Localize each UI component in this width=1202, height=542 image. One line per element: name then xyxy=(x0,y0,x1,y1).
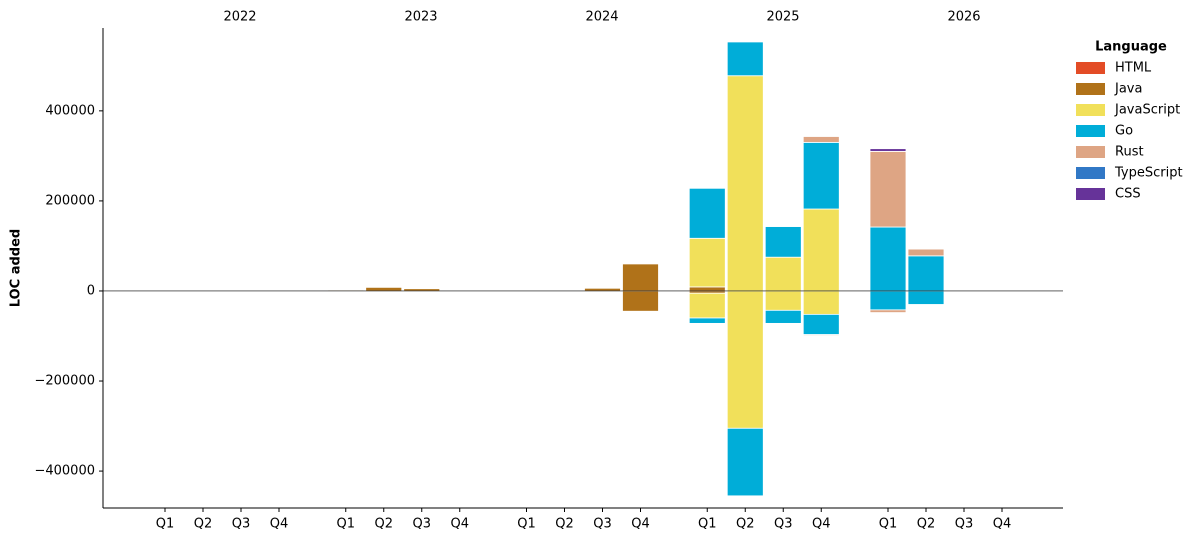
x-tick-label: Q3 xyxy=(412,517,431,532)
bar-segment-removed xyxy=(869,309,907,313)
x-tick-label: Q3 xyxy=(774,517,793,532)
bar-segment xyxy=(907,248,945,257)
y-tick-label: −200000 xyxy=(34,374,95,389)
y-tick-label: 0 xyxy=(87,283,95,298)
bar-segment xyxy=(802,208,840,292)
x-tick-label: Q2 xyxy=(194,517,213,532)
x-tick-label: Q3 xyxy=(232,517,251,532)
bar-segment xyxy=(764,256,802,292)
bar-segment-removed xyxy=(802,290,840,315)
bar-segment xyxy=(365,286,403,292)
legend-label: CSS xyxy=(1115,187,1141,202)
bar-segment xyxy=(907,255,945,292)
legend-swatch xyxy=(1076,146,1105,158)
x-tick-label: Q1 xyxy=(879,517,898,532)
x-tick-label: Q1 xyxy=(156,517,175,532)
bar-segment-removed xyxy=(688,292,726,319)
legend-swatch xyxy=(1076,167,1105,179)
group-label: 2026 xyxy=(947,10,980,25)
y-axis-label: LOC added xyxy=(9,229,24,307)
legend-swatch xyxy=(1076,188,1105,200)
x-tick-label: Q1 xyxy=(336,517,355,532)
legend-label: Java xyxy=(1114,82,1142,97)
x-tick-label: Q2 xyxy=(917,517,936,532)
y-tick-label: −400000 xyxy=(34,464,95,479)
x-tick-label: Q4 xyxy=(812,517,831,532)
x-tick-label: Q1 xyxy=(517,517,536,532)
x-tick-label: Q2 xyxy=(374,517,393,532)
bar-segment xyxy=(869,148,907,152)
x-tick-label: Q4 xyxy=(993,517,1012,532)
x-tick-label: Q4 xyxy=(270,517,289,532)
group-label: 2024 xyxy=(585,10,618,25)
bar-segment xyxy=(802,141,840,210)
x-tick-label: Q1 xyxy=(698,517,717,532)
bar-segment xyxy=(726,75,764,292)
x-tick-label: Q2 xyxy=(736,517,755,532)
legend-label: Rust xyxy=(1115,145,1144,160)
group-label: 2022 xyxy=(223,10,256,25)
group-label: 2025 xyxy=(766,10,799,25)
legend-swatch xyxy=(1076,62,1105,74)
legend-label: TypeScript xyxy=(1114,166,1183,181)
bar-segment xyxy=(764,226,802,258)
y-tick-label: 200000 xyxy=(45,193,95,208)
legend-label: HTML xyxy=(1115,61,1152,76)
bar-segment-removed xyxy=(764,290,802,311)
bar-segment-removed xyxy=(764,309,802,324)
bar-segment-removed xyxy=(622,290,659,312)
bar-segment xyxy=(688,237,726,288)
bar-segment-removed xyxy=(802,313,840,336)
legend-label: Go xyxy=(1115,124,1133,139)
x-tick-label: Q3 xyxy=(955,517,974,532)
x-tick-label: Q3 xyxy=(593,517,612,532)
bar-segment xyxy=(726,41,764,77)
legend-swatch xyxy=(1076,83,1105,95)
bar-segment xyxy=(802,136,840,143)
bar-segment xyxy=(869,226,907,292)
legend-swatch xyxy=(1076,104,1105,116)
x-tick-label: Q2 xyxy=(555,517,574,532)
bar-segment-removed xyxy=(907,290,945,305)
y-tick-label: 400000 xyxy=(45,103,95,118)
bar-segment-removed xyxy=(726,290,764,429)
bar-segment-removed xyxy=(726,427,764,497)
legend-title: Language xyxy=(1095,40,1167,55)
x-tick-label: Q4 xyxy=(631,517,650,532)
bar-segment-removed xyxy=(688,317,726,324)
bar-segment-removed xyxy=(802,334,840,336)
bar-segment xyxy=(622,263,659,292)
bar-segment xyxy=(688,187,726,239)
bar-segment xyxy=(688,286,726,292)
x-tick-label: Q4 xyxy=(450,517,469,532)
bar-segment xyxy=(403,288,441,292)
bar-segment xyxy=(869,150,907,228)
legend-label: JavaScript xyxy=(1114,103,1180,118)
group-label: 2023 xyxy=(404,10,437,25)
bar-segment-removed xyxy=(869,290,907,311)
legend-swatch xyxy=(1076,125,1105,137)
bar-segment xyxy=(584,287,621,292)
